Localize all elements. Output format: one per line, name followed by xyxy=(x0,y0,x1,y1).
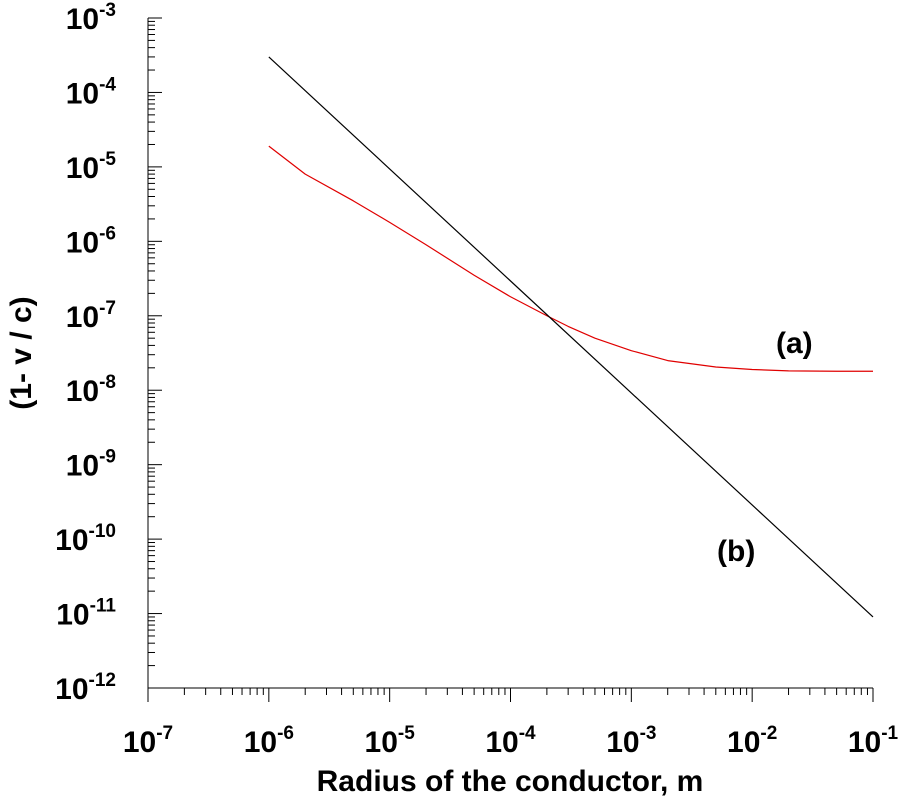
y-axis-tick-labels: 10-3 10-4 10-5 10-6 10-7 10-8 10-9 10-10 10-11 10… xyxy=(55,0,116,706)
x-tick-label: 10-4 xyxy=(485,723,536,759)
series-layer xyxy=(268,56,874,618)
x-tick-label: 10-6 xyxy=(244,723,294,759)
x-tick-label: 10-1 xyxy=(848,723,899,759)
y-tick-label: 10-8 xyxy=(66,372,116,408)
plot-area xyxy=(147,18,873,689)
series-line-b xyxy=(268,56,874,618)
y-tick-label: 10-10 xyxy=(55,521,116,557)
x-tick-label: 10-5 xyxy=(365,723,416,759)
y-axis-title: (1- v / c) xyxy=(5,296,38,409)
x-tick-label: 10-2 xyxy=(727,723,777,759)
y-tick-label: 10-6 xyxy=(66,223,116,259)
x-tick-label: 10-7 xyxy=(123,723,173,759)
x-axis-title: Radius of the conductor, m xyxy=(317,765,704,798)
y-tick-label: 10-7 xyxy=(66,298,116,334)
series-b-label: (b) xyxy=(717,535,755,568)
x-axis-ticks xyxy=(147,688,874,702)
y-tick-label: 10-12 xyxy=(55,670,116,706)
y-tick-label: 10-3 xyxy=(66,0,116,36)
series-a-label: (a) xyxy=(776,327,813,360)
y-tick-label: 10-11 xyxy=(56,596,116,632)
x-axis-tick-labels: 10-7 10-6 10-5 10-4 10-3 10-2 10-1 xyxy=(123,723,899,759)
y-tick-label: 10-9 xyxy=(66,447,116,483)
x-tick-label: 10-3 xyxy=(606,723,656,759)
y-tick-label: 10-5 xyxy=(66,149,117,185)
y-tick-label: 10-4 xyxy=(66,74,117,110)
series-line-a xyxy=(268,145,873,372)
y-axis-ticks xyxy=(148,17,162,689)
